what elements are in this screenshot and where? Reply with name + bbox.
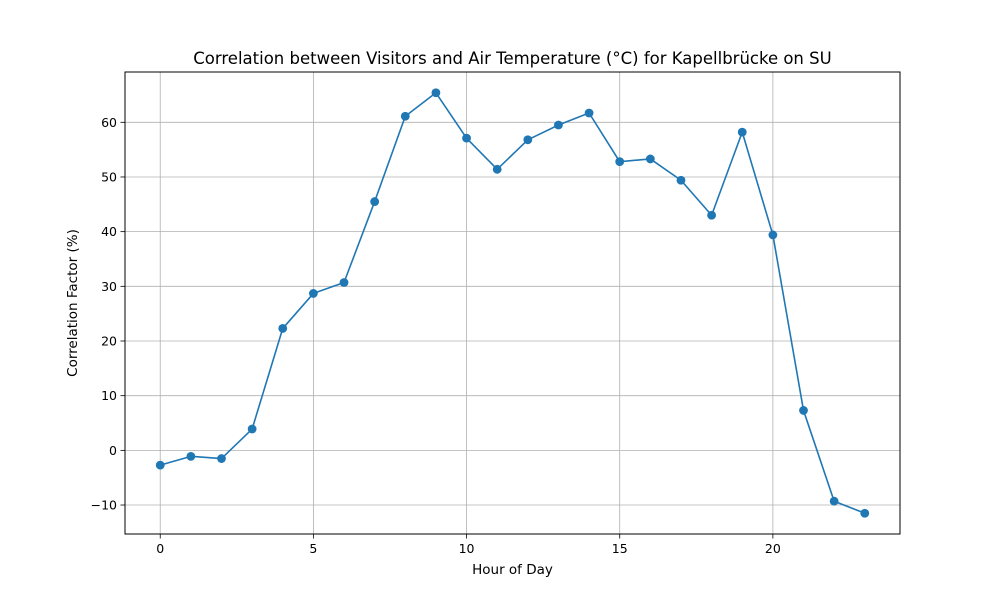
- x-tick-label: 5: [309, 541, 317, 556]
- data-point: [615, 157, 625, 167]
- data-point: [829, 496, 839, 506]
- data-point: [584, 108, 594, 118]
- series-line: [159, 91, 866, 515]
- data-point: [339, 278, 349, 287]
- data-point: [278, 324, 288, 333]
- data-point: [768, 230, 778, 240]
- chart-title: Correlation between Visitors and Air Tem…: [193, 49, 831, 68]
- data-series: [155, 88, 870, 518]
- y-tick-label: 30: [101, 279, 117, 294]
- y-tick-label: 0: [109, 443, 117, 458]
- y-tick-label: 20: [101, 333, 117, 348]
- data-point: [707, 210, 717, 220]
- data-point: [737, 127, 747, 137]
- x-axis-label: Hour of Day: [472, 562, 553, 578]
- y-tick-label: 40: [101, 224, 117, 239]
- y-axis-label: Correlation Factor (%): [65, 229, 81, 377]
- data-point: [308, 289, 318, 298]
- x-tick-label: 15: [612, 541, 628, 556]
- x-tick-label: 10: [459, 541, 475, 556]
- data-point: [217, 454, 226, 463]
- data-point: [431, 88, 441, 98]
- data-point: [860, 508, 870, 518]
- data-point: [370, 197, 380, 206]
- y-tick-label: 10: [101, 388, 117, 403]
- y-tick-label: −10: [91, 498, 117, 513]
- data-point: [247, 424, 257, 434]
- data-point: [462, 133, 471, 143]
- y-tick-label: 50: [101, 169, 117, 184]
- data-point: [554, 120, 563, 130]
- axis-ticks: 0 5 10 15 20 −10 0 10 20 30 40 50 60: [91, 115, 781, 556]
- data-point: [645, 154, 655, 164]
- data-point: [155, 460, 165, 470]
- data-point: [492, 164, 502, 174]
- y-tick-label: 60: [101, 115, 117, 130]
- data-point: [523, 135, 533, 145]
- x-tick-label: 0: [156, 541, 164, 556]
- x-tick-label: 20: [765, 541, 781, 556]
- grid: [125, 72, 900, 534]
- data-point: [676, 175, 686, 185]
- data-point: [186, 451, 196, 461]
- data-point: [400, 111, 410, 121]
- plot-frame: [124, 71, 901, 535]
- data-point: [799, 406, 808, 415]
